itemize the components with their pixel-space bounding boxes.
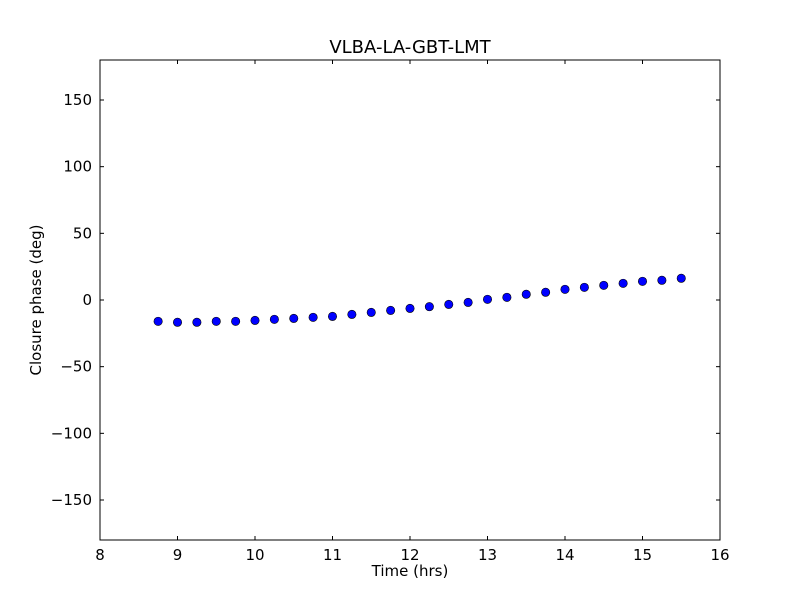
data-point (676, 273, 686, 283)
data-point (424, 302, 434, 312)
data-point (502, 292, 512, 302)
data-point (521, 289, 531, 299)
y-tick-label: 150 (63, 91, 92, 109)
data-point (269, 314, 279, 324)
x-tick-label: 15 (633, 546, 652, 564)
y-tick-label: −100 (51, 424, 92, 442)
x-tick-label: 13 (478, 546, 497, 564)
y-tick-label: 50 (73, 224, 92, 242)
x-tick-label: 12 (400, 546, 419, 564)
data-point (211, 316, 221, 326)
y-tick-label: 100 (63, 158, 92, 176)
axis-ticks: 8 9 10 11 12 13 14 15 16 −150 −100 −50 0 50 100 150 (51, 60, 730, 564)
x-axis-label: Time (hrs) (371, 562, 449, 580)
data-point (657, 275, 667, 285)
data-point (250, 315, 260, 325)
data-point (405, 303, 415, 313)
data-point (599, 280, 609, 290)
data-point (560, 284, 570, 294)
y-tick-label: −150 (51, 491, 92, 509)
chart-title: VLBA-LA-GBT-LMT (329, 37, 491, 58)
data-point (463, 297, 473, 307)
data-point (153, 316, 163, 326)
x-tick-label: 9 (173, 546, 183, 564)
data-point (192, 317, 202, 327)
x-tick-label: 14 (555, 546, 574, 564)
x-tick-label: 8 (95, 546, 105, 564)
x-tick-label: 11 (323, 546, 342, 564)
data-point (366, 307, 376, 317)
data-point (386, 305, 396, 315)
data-point (327, 311, 337, 321)
data-point (444, 299, 454, 309)
data-point (289, 313, 299, 323)
y-tick-label: 0 (82, 291, 92, 309)
data-point (541, 287, 551, 297)
y-tick-label: −50 (60, 358, 92, 376)
plot-frame (99, 59, 721, 541)
data-point (618, 278, 628, 288)
data-point (579, 282, 589, 292)
data-point (173, 317, 183, 327)
x-tick-label: 10 (245, 546, 264, 564)
x-tick-label: 16 (710, 546, 729, 564)
data-point (347, 309, 357, 319)
data-point (308, 312, 318, 322)
data-point (637, 276, 647, 286)
data-point (231, 316, 241, 326)
data-point (482, 294, 492, 304)
y-axis-label: Closure phase (deg) (27, 225, 45, 376)
data-points (153, 273, 686, 327)
